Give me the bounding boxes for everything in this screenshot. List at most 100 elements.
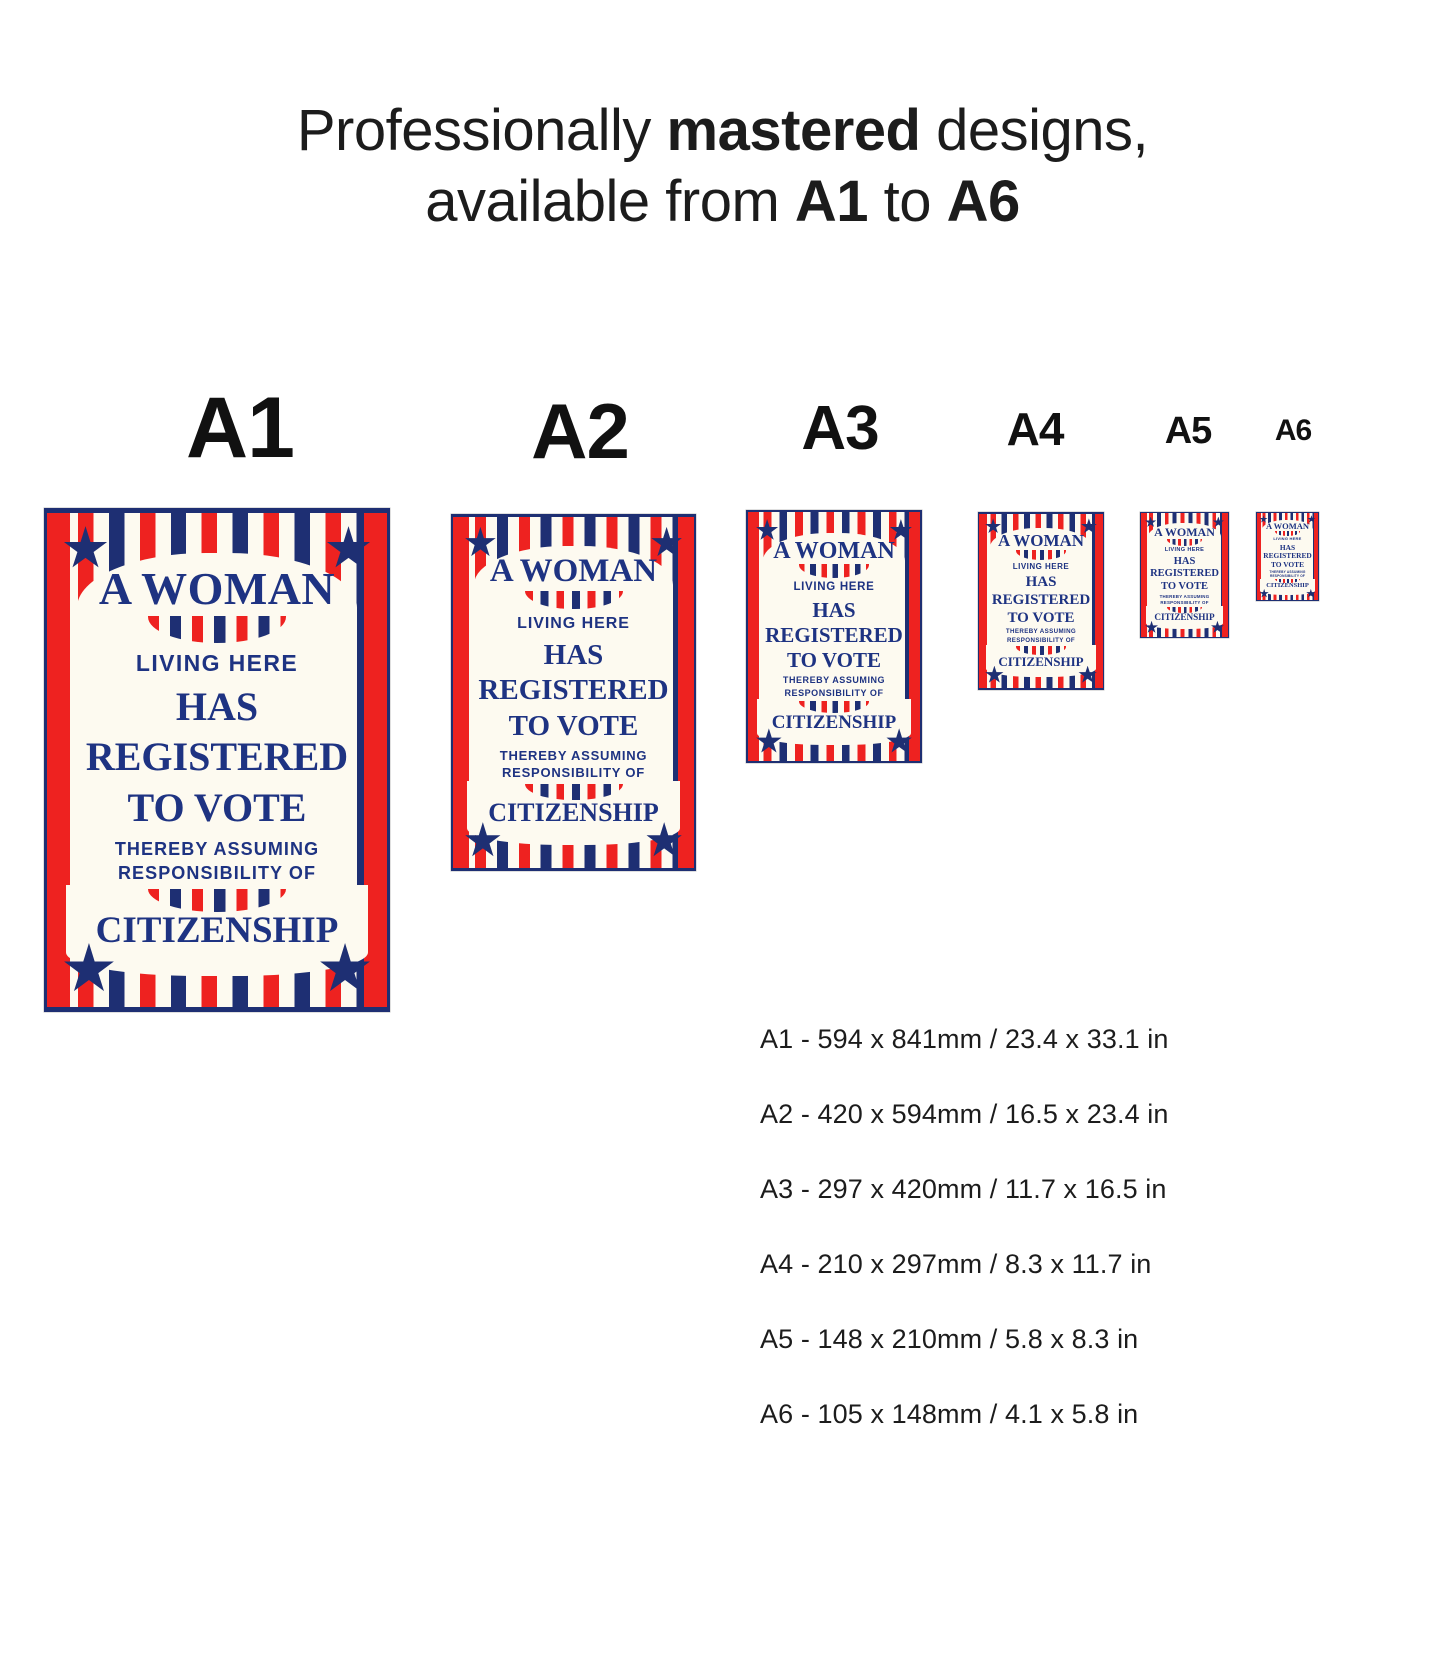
poster-bottom-panel (1145, 606, 1224, 629)
poster-text-line6: THEREBY ASSUMING (1159, 593, 1210, 599)
poster-text-line5: TO VOTE (1161, 580, 1208, 592)
poster-text-line1: A WOMAN (98, 562, 336, 614)
poster-text-line7: RESPONSIBILITY OF (1006, 636, 1076, 644)
poster-right-band (677, 517, 694, 868)
poster-text-line6: THEREBY ASSUMING (1269, 569, 1306, 574)
star-icon-top-right (1307, 515, 1316, 523)
star-icon-top-left (1259, 515, 1268, 523)
poster-text-line5: TO VOTE (1007, 609, 1075, 626)
poster-left-band (1140, 513, 1147, 637)
poster-text-line8: CITIZENSHIP (488, 798, 659, 828)
poster-text-line3: HAS (812, 597, 856, 622)
poster-text-line8: CITIZENSHIP (998, 653, 1084, 669)
poster-a1[interactable]: A WOMAN LIVING HERE HAS REGISTERED TO VO… (44, 508, 390, 1012)
poster-left-band (979, 513, 988, 689)
poster-text-line4: REGISTERED (1150, 568, 1219, 580)
size-label-a5: A5 (1164, 410, 1213, 452)
poster-right-band (1094, 513, 1103, 689)
poster-text-line3: HAS (175, 683, 259, 729)
poster-text-line3: HAS (1173, 555, 1196, 567)
poster-text-line3: HAS (1025, 574, 1057, 591)
poster-left-band (453, 517, 470, 868)
headline-line-2-bold-a6: A6 (946, 168, 1021, 234)
size-label-a2: A2 (531, 387, 630, 475)
dimension-row-a2: A2 - 420 x 594mm / 16.5 x 23.4 in (760, 1099, 1169, 1129)
poster-text-line3: HAS (1279, 542, 1296, 552)
poster-text-line4: REGISTERED (478, 674, 669, 707)
poster-text-line4: REGISTERED (1263, 551, 1312, 561)
star-icon-bottom-left (1259, 588, 1269, 598)
poster-text-line6: THEREBY ASSUMING (782, 675, 886, 686)
star-icon-top-right (1212, 516, 1224, 527)
fan-ornament-top (1274, 531, 1301, 536)
poster-text-line4: REGISTERED (765, 623, 903, 648)
dimension-list: A1 - 594 x 841mm / 23.4 x 33.1 in A2 - 4… (760, 1024, 1400, 1474)
poster-text-line8: CITIZENSHIP (95, 910, 339, 952)
headline-line-1-bold: mastered (666, 98, 921, 163)
headline-line-2-mid: to (868, 168, 947, 234)
dimension-row-a5: A5 - 148 x 210mm / 5.8 x 8.3 in (760, 1324, 1139, 1354)
poster-text-line8: CITIZENSHIP (1266, 582, 1309, 590)
poster-text-line1: A WOMAN (1154, 525, 1215, 540)
headline-line-2-pre: available from (425, 168, 795, 234)
poster-right-band (1314, 512, 1319, 601)
headline-line-1-pre: Professionally (296, 98, 667, 163)
star-icon-bottom-right (1306, 588, 1316, 598)
poster-text-line8: CITIZENSHIP (1154, 612, 1215, 623)
headline-line-1-post: designs, (920, 98, 1149, 163)
page-headline: Professionally mastered designs, availab… (0, 96, 1445, 238)
fan-ornament-top (1166, 539, 1203, 546)
poster-text-line2: LIVING HERE (517, 614, 630, 632)
poster-text-line2: LIVING HERE (793, 581, 875, 594)
headline-line-2-bold-a1: A1 (794, 168, 869, 234)
poster-left-band (47, 512, 70, 1008)
fan-ornament-top (524, 590, 623, 610)
poster-bottom-panel (1260, 578, 1315, 595)
size-label-a3: A3 (801, 394, 879, 463)
fan-ornament-bottom (1166, 607, 1203, 613)
poster-text-line1: A WOMAN (997, 531, 1085, 551)
headline-line-2: available from A1 to A6 (0, 167, 1445, 238)
poster-a4[interactable]: A WOMAN LIVING HERE HAS REGISTERED TO VO… (978, 512, 1104, 690)
poster-text-line6: THEREBY ASSUMING (499, 747, 648, 763)
fan-ornament-bottom (1274, 579, 1301, 584)
poster-text-line7: RESPONSIBILITY OF (1269, 573, 1306, 578)
poster-text-line1: A WOMAN (1265, 521, 1310, 532)
size-label-a4: A4 (1006, 403, 1065, 455)
poster-text-line5: TO VOTE (1270, 560, 1305, 570)
poster-text-line6: THEREBY ASSUMING (1005, 628, 1077, 636)
poster-a6[interactable]: A WOMAN LIVING HERE HAS REGISTERED TO VO… (1256, 512, 1319, 601)
fan-ornament-top (1015, 550, 1067, 560)
poster-text-line2: LIVING HERE (1164, 546, 1205, 553)
poster-text-line2: LIVING HERE (135, 649, 299, 676)
dimension-row-a6: A6 - 105 x 148mm / 4.1 x 5.8 in (760, 1399, 1139, 1429)
fan-ornament-bottom (147, 888, 287, 912)
poster-a5[interactable]: A WOMAN LIVING HERE HAS REGISTERED TO VO… (1140, 512, 1229, 638)
poster-text-line8: CITIZENSHIP (771, 711, 897, 733)
poster-right-band (1222, 513, 1229, 637)
poster-a3[interactable]: A WOMAN LIVING HERE HAS REGISTERED TO VO… (746, 510, 922, 763)
poster-right-band (908, 512, 921, 761)
poster-text-line4: REGISTERED (85, 734, 349, 780)
poster-left-band (747, 512, 760, 761)
fan-ornament-bottom (1015, 646, 1067, 655)
size-label-a1: A1 (186, 380, 295, 476)
star-icon-top-left (1145, 516, 1157, 527)
poster-text-line3: HAS (543, 638, 604, 671)
headline-line-1: Professionally mastered designs, (0, 96, 1445, 167)
poster-text-line1: A WOMAN (773, 538, 895, 565)
poster-text-line2: LIVING HERE (1273, 536, 1302, 542)
fan-ornament-top (798, 564, 870, 578)
poster-text-line1: A WOMAN (489, 553, 658, 590)
poster-text-line7: RESPONSIBILITY OF (117, 862, 317, 883)
poster-right-band (364, 512, 387, 1008)
poster-text-line6: THEREBY ASSUMING (114, 838, 320, 859)
dimension-row-a4: A4 - 210 x 297mm / 8.3 x 11.7 in (760, 1249, 1152, 1279)
poster-a2[interactable]: A WOMAN LIVING HERE HAS REGISTERED TO VO… (451, 514, 696, 871)
fan-ornament-bottom (524, 783, 623, 800)
poster-text-line7: RESPONSIBILITY OF (1160, 599, 1209, 605)
fan-ornament-bottom (798, 701, 870, 713)
dimension-row-a3: A3 - 297 x 420mm / 11.7 x 16.5 in (760, 1174, 1167, 1204)
poster-text-line7: RESPONSIBILITY OF (784, 687, 884, 698)
poster-text-line5: TO VOTE (787, 648, 881, 673)
